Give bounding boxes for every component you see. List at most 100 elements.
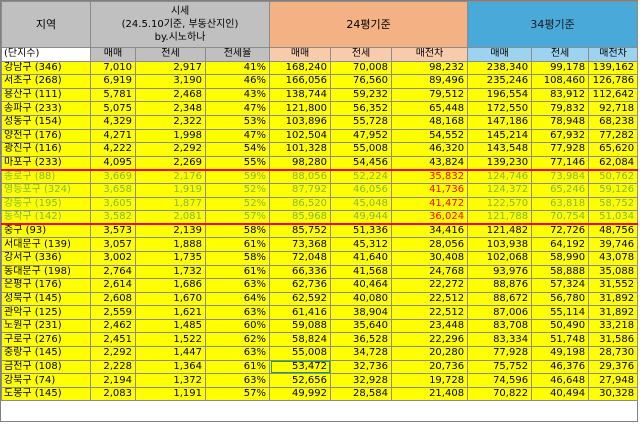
cell-region[interactable]: 도봉구 (145) xyxy=(1,386,91,402)
cell-34-gap[interactable]: 33,218 xyxy=(588,318,639,334)
cell-34-jeonse[interactable]: 51,748 xyxy=(531,332,590,348)
cell-24-sale[interactable]: 98,280 xyxy=(269,155,332,171)
sub-header-sale[interactable]: 매매 xyxy=(90,47,136,62)
cell-sale[interactable]: 2,194 xyxy=(90,373,136,388)
cell-34-jeonse[interactable]: 79,832 xyxy=(531,101,590,116)
cell-24-gap[interactable]: 79,512 xyxy=(391,87,469,103)
cell-sale[interactable]: 2,228 xyxy=(90,359,136,375)
cell-24-jeonse[interactable]: 40,464 xyxy=(330,278,393,293)
cell-24-gap[interactable]: 89,496 xyxy=(391,74,469,89)
cell-24-jeonse[interactable]: 45,048 xyxy=(330,196,393,212)
cell-region[interactable]: 구로구 (276) xyxy=(1,332,91,348)
cell-34-jeonse[interactable]: 50,490 xyxy=(531,318,590,334)
cell-24-jeonse[interactable]: 76,560 xyxy=(330,74,393,89)
cell-24-gap[interactable]: 28,056 xyxy=(391,237,469,252)
cell-sale[interactable]: 3,669 xyxy=(90,168,136,184)
cell-34-gap[interactable]: 30,328 xyxy=(588,386,639,402)
cell-sale[interactable]: 3,002 xyxy=(90,250,136,266)
cell-24-sale[interactable]: 101,328 xyxy=(269,142,332,157)
cell-region[interactable]: 성동구 (154) xyxy=(1,114,91,130)
cell-jeonse[interactable]: 2,468 xyxy=(135,87,206,103)
cell-jeonse-rate[interactable]: 61% xyxy=(204,359,271,375)
cell-jeonse-rate[interactable]: 52% xyxy=(204,196,271,212)
cell-34-sale[interactable]: 102,068 xyxy=(467,250,533,266)
cell-jeonse-rate[interactable]: 41% xyxy=(204,60,271,76)
cell-34-jeonse[interactable]: 108,460 xyxy=(531,74,590,89)
cell-24-jeonse[interactable]: 32,928 xyxy=(330,373,393,388)
cell-34-gap[interactable]: 65,620 xyxy=(588,142,639,157)
cell-34-jeonse[interactable]: 56,780 xyxy=(531,291,590,307)
sub-header-24-jeonse[interactable]: 전세 xyxy=(330,47,393,62)
cell-jeonse[interactable]: 1,522 xyxy=(135,332,206,348)
cell-24-gap[interactable]: 19,728 xyxy=(391,373,469,388)
cell-jeonse[interactable]: 1,191 xyxy=(135,386,206,402)
cell-34-sale[interactable]: 124,372 xyxy=(467,182,533,198)
cell-34-jeonse[interactable]: 49,198 xyxy=(531,346,590,361)
header-unit-label[interactable]: (단지수) xyxy=(1,47,91,62)
cell-jeonse-rate[interactable]: 63% xyxy=(204,346,271,361)
cell-24-sale[interactable]: 121,800 xyxy=(269,101,332,116)
cell-region[interactable]: 성북구 (145) xyxy=(1,291,91,307)
cell-24-sale[interactable]: 62,736 xyxy=(269,278,332,293)
cell-region[interactable]: 강서구 (336) xyxy=(1,250,91,266)
cell-34-sale[interactable]: 122,570 xyxy=(467,196,533,212)
cell-24-gap[interactable]: 21,408 xyxy=(391,386,469,402)
cell-24-gap[interactable]: 65,448 xyxy=(391,101,469,116)
cell-24-jeonse[interactable]: 56,352 xyxy=(330,101,393,116)
cell-34-jeonse[interactable]: 83,912 xyxy=(531,87,590,103)
cell-sale[interactable]: 3,057 xyxy=(90,237,136,252)
cell-24-sale[interactable]: 85,968 xyxy=(269,210,332,225)
cell-24-gap[interactable]: 43,824 xyxy=(391,155,469,171)
cell-24-jeonse[interactable]: 55,008 xyxy=(330,142,393,157)
cell-sale[interactable]: 3,605 xyxy=(90,196,136,212)
cell-24-jeonse[interactable]: 52,224 xyxy=(330,168,393,184)
sub-header-34-jeonse[interactable]: 전세 xyxy=(531,47,590,62)
cell-jeonse-rate[interactable]: 47% xyxy=(204,101,271,116)
cell-region[interactable]: 양천구 (176) xyxy=(1,128,91,144)
cell-24-sale[interactable]: 85,752 xyxy=(269,223,332,239)
cell-sale[interactable]: 7,010 xyxy=(90,60,136,76)
cell-region[interactable]: 강남구 (346) xyxy=(1,60,91,76)
cell-jeonse-rate[interactable]: 61% xyxy=(204,264,271,280)
cell-34-gap[interactable]: 126,786 xyxy=(588,74,639,89)
cell-jeonse[interactable]: 2,348 xyxy=(135,101,206,116)
sub-header-34-sale[interactable]: 매매 xyxy=(467,47,533,62)
cell-jeonse[interactable]: 1,670 xyxy=(135,291,206,307)
cell-34-sale[interactable]: 87,006 xyxy=(467,305,533,320)
cell-24-jeonse[interactable]: 70,008 xyxy=(330,60,393,76)
cell-24-sale[interactable]: 166,056 xyxy=(269,74,332,89)
cell-24-sale[interactable]: 62,592 xyxy=(269,291,332,307)
cell-34-jeonse[interactable]: 72,726 xyxy=(531,223,590,239)
cell-24-jeonse[interactable]: 28,584 xyxy=(330,386,393,402)
cell-34-sale[interactable]: 70,822 xyxy=(467,386,533,402)
cell-sale[interactable]: 5,075 xyxy=(90,101,136,116)
header-24py[interactable]: 24평기준 xyxy=(269,1,469,48)
cell-34-sale[interactable]: 139,230 xyxy=(467,155,533,171)
cell-24-gap[interactable]: 20,736 xyxy=(391,359,469,375)
cell-24-gap[interactable]: 30,408 xyxy=(391,250,469,266)
cell-34-sale[interactable]: 121,482 xyxy=(467,223,533,239)
cell-34-gap[interactable]: 29,376 xyxy=(588,359,639,375)
cell-region[interactable]: 동작구 (142) xyxy=(1,210,91,225)
cell-jeonse-rate[interactable]: 47% xyxy=(204,128,271,144)
cell-24-sale[interactable]: 73,368 xyxy=(269,237,332,252)
cell-24-gap[interactable]: 22,272 xyxy=(391,278,469,293)
cell-24-jeonse[interactable]: 36,528 xyxy=(330,332,393,348)
cell-24-sale[interactable]: 55,008 xyxy=(269,346,332,361)
cell-24-sale[interactable]: 52,656 xyxy=(269,373,332,388)
cell-sale[interactable]: 2,608 xyxy=(90,291,136,307)
cell-34-gap[interactable]: 43,078 xyxy=(588,250,639,266)
cell-jeonse[interactable]: 1,372 xyxy=(135,373,206,388)
cell-jeonse-rate[interactable]: 64% xyxy=(204,291,271,307)
cell-34-sale[interactable]: 172,550 xyxy=(467,101,533,116)
cell-24-jeonse[interactable]: 54,456 xyxy=(330,155,393,171)
cell-24-sale[interactable]: 103,896 xyxy=(269,114,332,130)
cell-region[interactable]: 노원구 (231) xyxy=(1,318,91,334)
cell-jeonse[interactable]: 1,732 xyxy=(135,264,206,280)
cell-34-jeonse[interactable]: 55,114 xyxy=(531,305,590,320)
cell-34-jeonse[interactable]: 63,818 xyxy=(531,196,590,212)
cell-region[interactable]: 서초구 (268) xyxy=(1,74,91,89)
cell-sale[interactable]: 4,095 xyxy=(90,155,136,171)
cell-jeonse-rate[interactable]: 58% xyxy=(204,223,271,239)
cell-jeonse-rate[interactable]: 55% xyxy=(204,155,271,171)
